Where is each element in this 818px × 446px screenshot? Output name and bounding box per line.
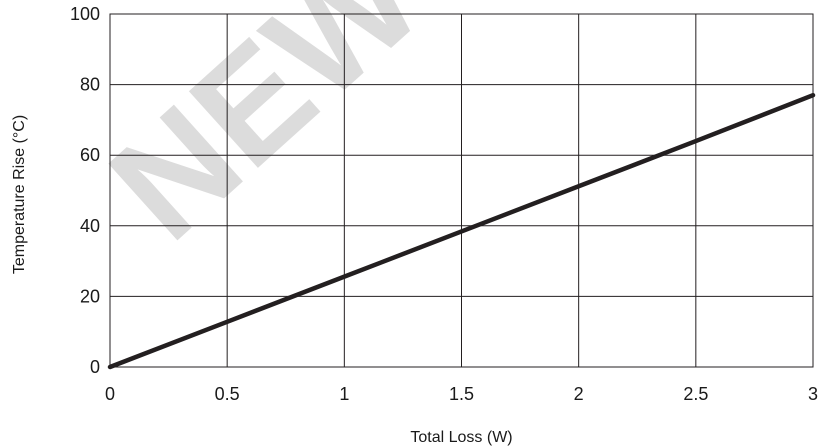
x-tick-label: 2.5 [683,384,708,404]
x-tick-label: 3 [808,384,818,404]
x-tick-label: 1.5 [449,384,474,404]
y-tick-labels: 0 20 40 60 80 100 [70,4,100,377]
y-tick-label: 40 [80,216,100,236]
y-tick-label: 60 [80,145,100,165]
y-tick-label: 100 [70,4,100,24]
y-tick-label: 80 [80,75,100,95]
x-tick-label: 2 [574,384,584,404]
x-tick-label: 1 [339,384,349,404]
y-tick-label: 20 [80,286,100,306]
x-tick-labels: 0 0.5 1 1.5 2 2.5 3 [105,384,818,404]
x-axis-title: Total Loss (W) [410,429,512,446]
x-tick-label: 0.5 [215,384,240,404]
watermark-text: NEW [79,0,452,271]
watermark: NEW [79,0,452,271]
plot-frame [109,13,814,368]
y-tick-label: 0 [90,357,100,377]
series-layer [107,92,816,370]
y-axis-title: Temperature Rise (°C) [11,115,28,274]
x-tick-label: 0 [105,384,115,404]
grid [110,14,813,367]
series-line [107,92,816,370]
